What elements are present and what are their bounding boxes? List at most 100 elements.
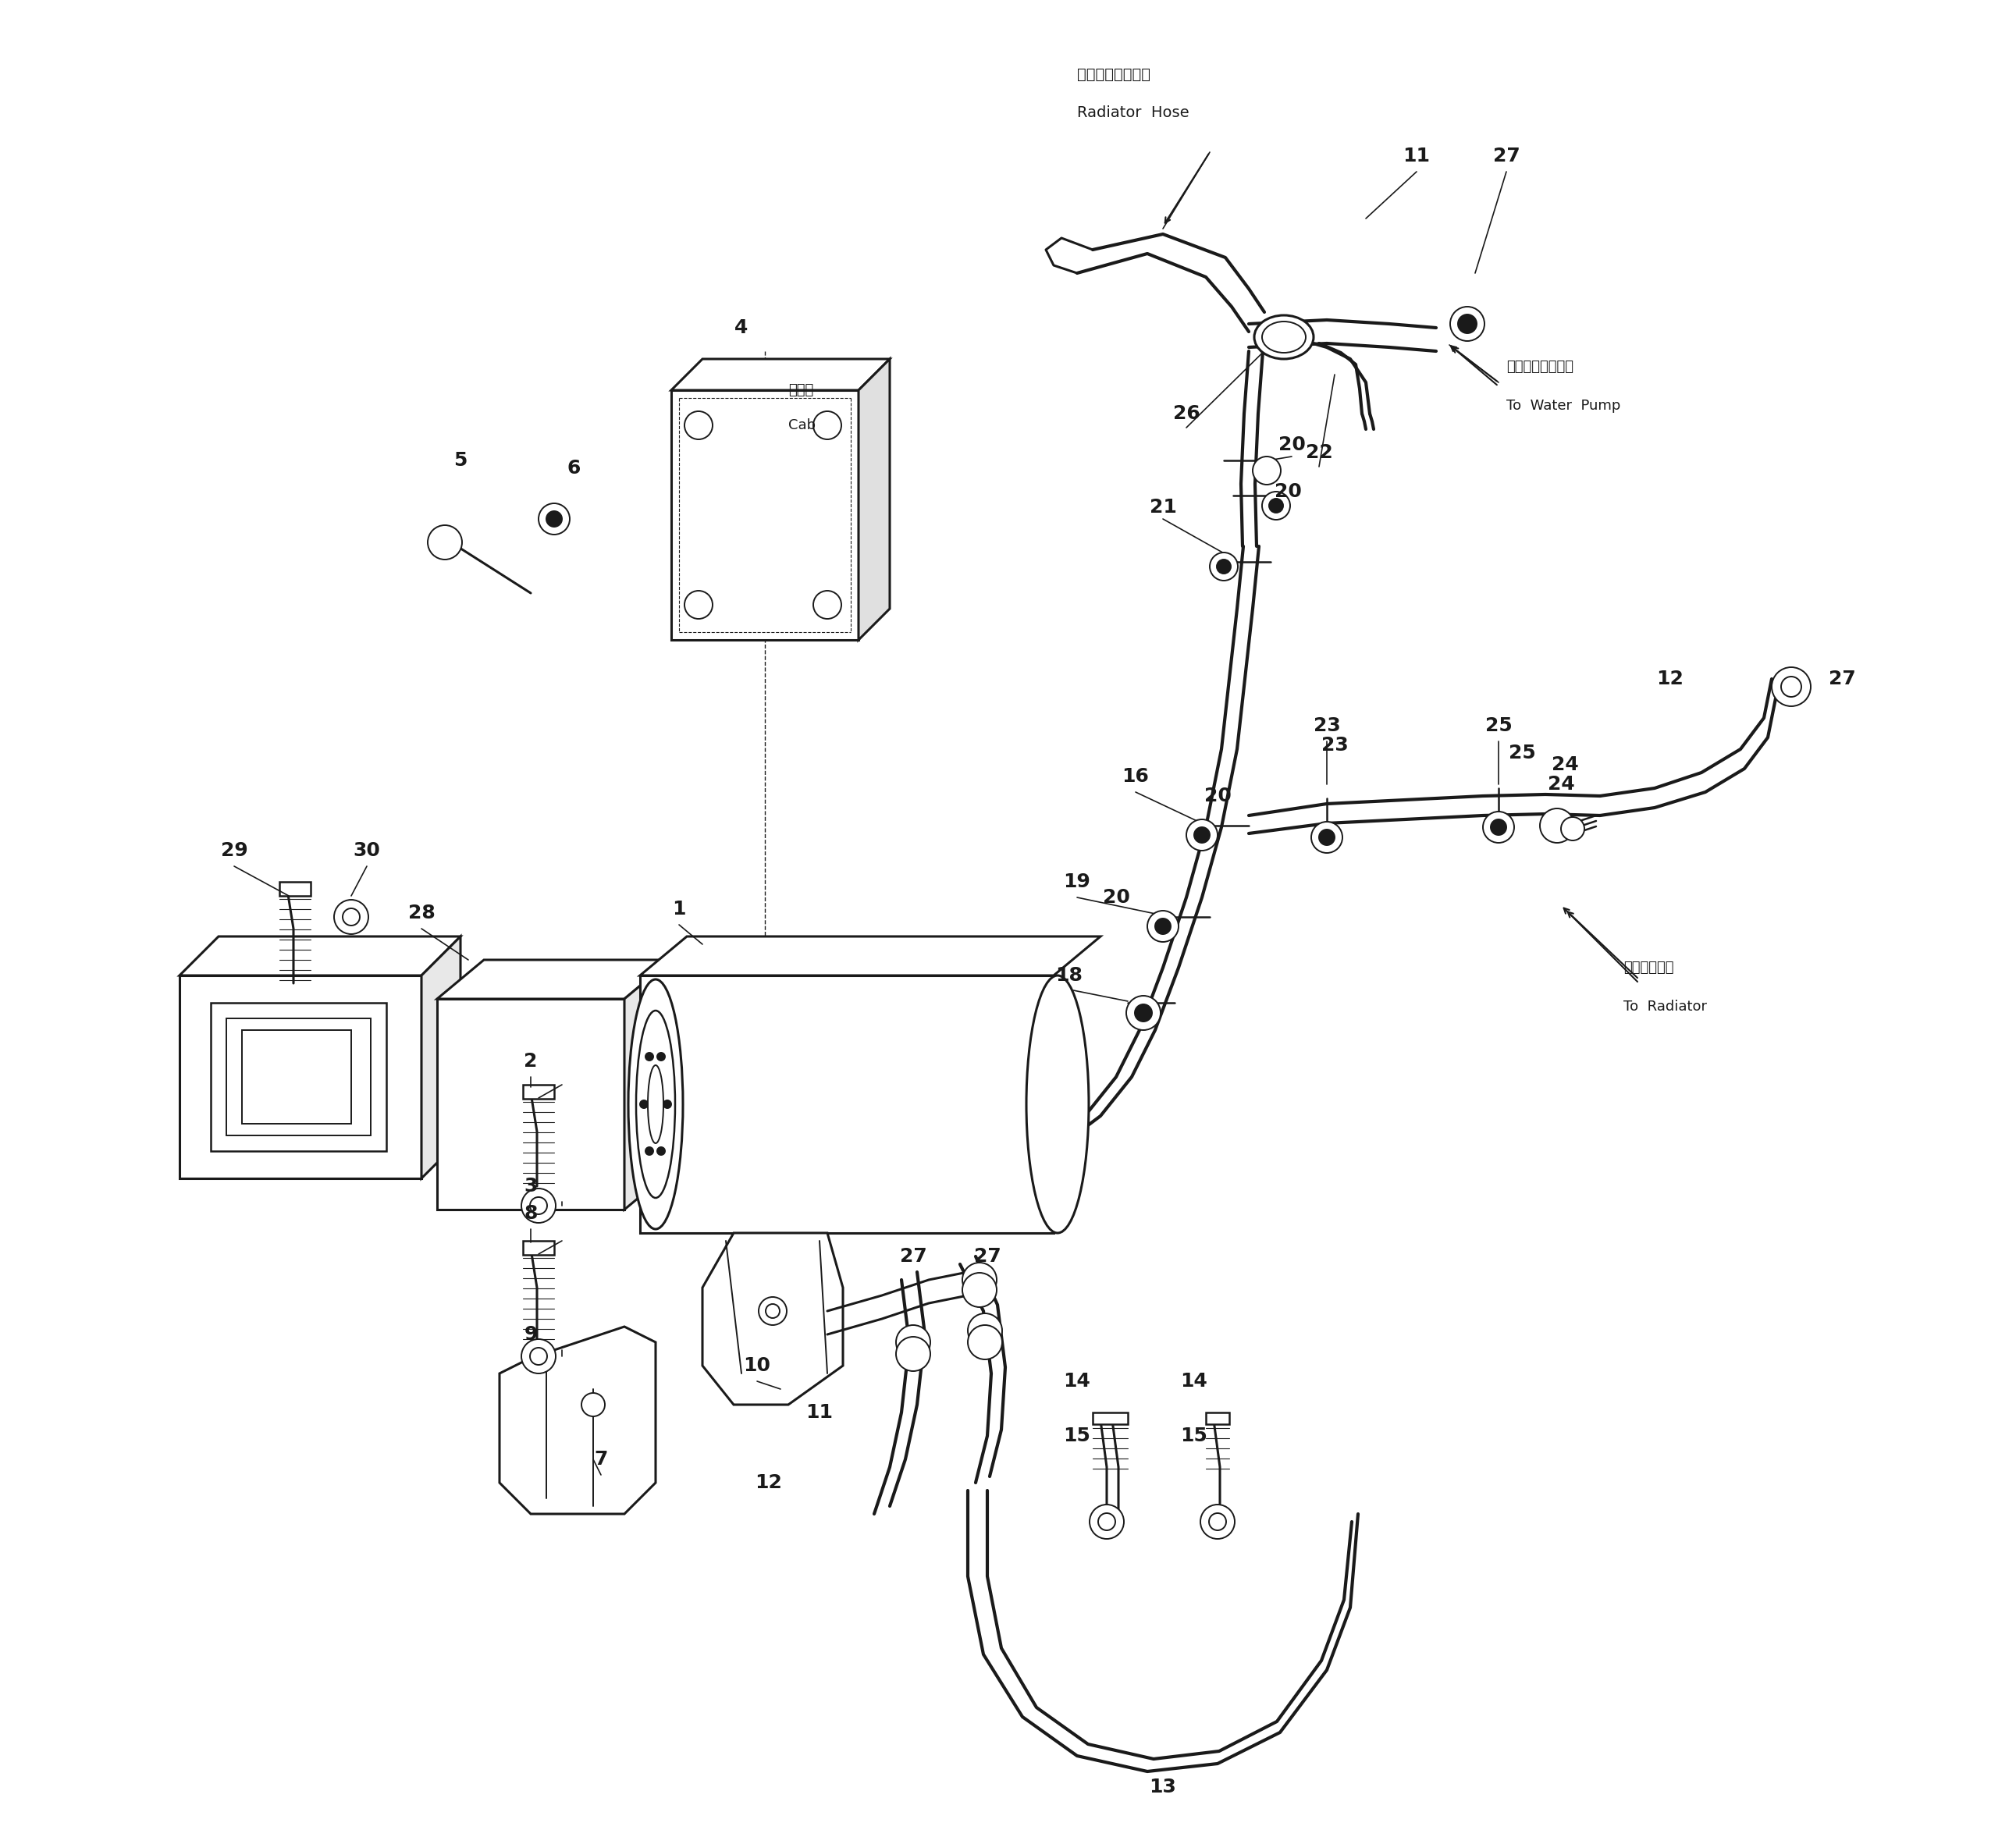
Circle shape	[685, 411, 712, 439]
Polygon shape	[671, 358, 889, 389]
Text: 26: 26	[1173, 404, 1200, 423]
Text: 30: 30	[353, 841, 381, 860]
Polygon shape	[179, 975, 421, 1178]
Circle shape	[335, 900, 369, 933]
Circle shape	[1270, 498, 1282, 513]
Polygon shape	[639, 937, 1101, 975]
Circle shape	[645, 1146, 653, 1155]
Circle shape	[758, 1297, 786, 1324]
Polygon shape	[212, 1003, 387, 1152]
Circle shape	[1089, 1505, 1123, 1539]
Circle shape	[657, 1146, 665, 1155]
Polygon shape	[859, 358, 889, 639]
Circle shape	[1135, 1005, 1151, 1021]
Text: 29: 29	[220, 841, 248, 860]
Ellipse shape	[629, 979, 683, 1229]
Circle shape	[1210, 1514, 1226, 1530]
Text: 15: 15	[1181, 1427, 1208, 1446]
Circle shape	[1262, 492, 1290, 520]
Circle shape	[1127, 996, 1161, 1031]
Text: 19: 19	[1064, 873, 1091, 891]
Circle shape	[962, 1262, 996, 1297]
Circle shape	[1147, 911, 1179, 942]
Circle shape	[1772, 667, 1810, 705]
Polygon shape	[421, 937, 460, 1178]
Circle shape	[1780, 676, 1802, 696]
Text: To  Radiator: To Radiator	[1623, 999, 1708, 1014]
Circle shape	[962, 1273, 996, 1308]
Polygon shape	[702, 1233, 843, 1405]
Text: 16: 16	[1123, 768, 1149, 786]
Circle shape	[1099, 1514, 1115, 1530]
Circle shape	[1200, 1505, 1234, 1539]
Circle shape	[812, 592, 841, 619]
Polygon shape	[639, 975, 1054, 1233]
Text: 12: 12	[756, 1473, 782, 1492]
Circle shape	[968, 1313, 1002, 1348]
Text: 20: 20	[1204, 786, 1232, 805]
Text: Radiator  Hose: Radiator Hose	[1077, 107, 1189, 121]
Text: 23: 23	[1320, 737, 1349, 755]
Circle shape	[657, 1053, 665, 1060]
Text: 11: 11	[806, 1403, 833, 1422]
Text: 5: 5	[454, 452, 468, 470]
Circle shape	[685, 592, 712, 619]
Text: ウォータポンプへ: ウォータポンプへ	[1506, 360, 1572, 373]
Circle shape	[1310, 821, 1343, 852]
Polygon shape	[242, 1031, 351, 1124]
Text: 14: 14	[1181, 1372, 1208, 1391]
Polygon shape	[1206, 1413, 1230, 1424]
Text: 15: 15	[1064, 1427, 1091, 1446]
Polygon shape	[671, 389, 859, 639]
Ellipse shape	[1026, 975, 1089, 1233]
Text: 20: 20	[1103, 887, 1129, 907]
Circle shape	[1155, 918, 1171, 933]
Polygon shape	[437, 999, 625, 1209]
Circle shape	[522, 1189, 556, 1223]
Circle shape	[1540, 808, 1574, 843]
Text: 6: 6	[566, 459, 581, 478]
Circle shape	[1185, 819, 1218, 851]
Circle shape	[645, 1053, 653, 1060]
Circle shape	[1450, 307, 1484, 342]
Circle shape	[895, 1337, 929, 1370]
Text: 12: 12	[1657, 669, 1683, 689]
Circle shape	[1318, 830, 1335, 845]
Ellipse shape	[1254, 316, 1314, 358]
Text: 25: 25	[1486, 716, 1512, 735]
Text: 27: 27	[974, 1247, 1000, 1266]
Text: 27: 27	[1492, 147, 1520, 165]
Text: 11: 11	[1403, 147, 1429, 165]
Circle shape	[343, 907, 359, 926]
Text: 20: 20	[1278, 435, 1304, 454]
Circle shape	[639, 1100, 647, 1108]
Polygon shape	[522, 1084, 554, 1099]
Text: 20: 20	[1274, 483, 1302, 502]
Circle shape	[968, 1324, 1002, 1359]
Text: 1: 1	[671, 900, 685, 918]
Text: 2: 2	[524, 1053, 538, 1071]
Circle shape	[530, 1198, 546, 1214]
Text: 18: 18	[1056, 966, 1083, 985]
Text: 24: 24	[1548, 775, 1574, 794]
Circle shape	[538, 503, 571, 535]
Ellipse shape	[1262, 321, 1306, 353]
Polygon shape	[1093, 1413, 1127, 1424]
Circle shape	[1193, 827, 1210, 843]
Circle shape	[1560, 817, 1585, 841]
Circle shape	[1458, 314, 1476, 332]
Circle shape	[1218, 560, 1232, 573]
Circle shape	[766, 1304, 780, 1319]
Text: 14: 14	[1064, 1372, 1091, 1391]
Ellipse shape	[637, 1010, 675, 1198]
Circle shape	[895, 1324, 929, 1359]
Text: ラジエータホース: ラジエータホース	[1077, 66, 1151, 81]
Circle shape	[546, 511, 562, 527]
Polygon shape	[179, 937, 460, 975]
Text: 13: 13	[1149, 1778, 1177, 1797]
Ellipse shape	[647, 1065, 663, 1143]
Text: ラジエータへ: ラジエータへ	[1623, 961, 1673, 975]
Text: 7: 7	[595, 1449, 607, 1468]
Text: 27: 27	[1829, 669, 1855, 689]
Text: 4: 4	[734, 318, 748, 338]
